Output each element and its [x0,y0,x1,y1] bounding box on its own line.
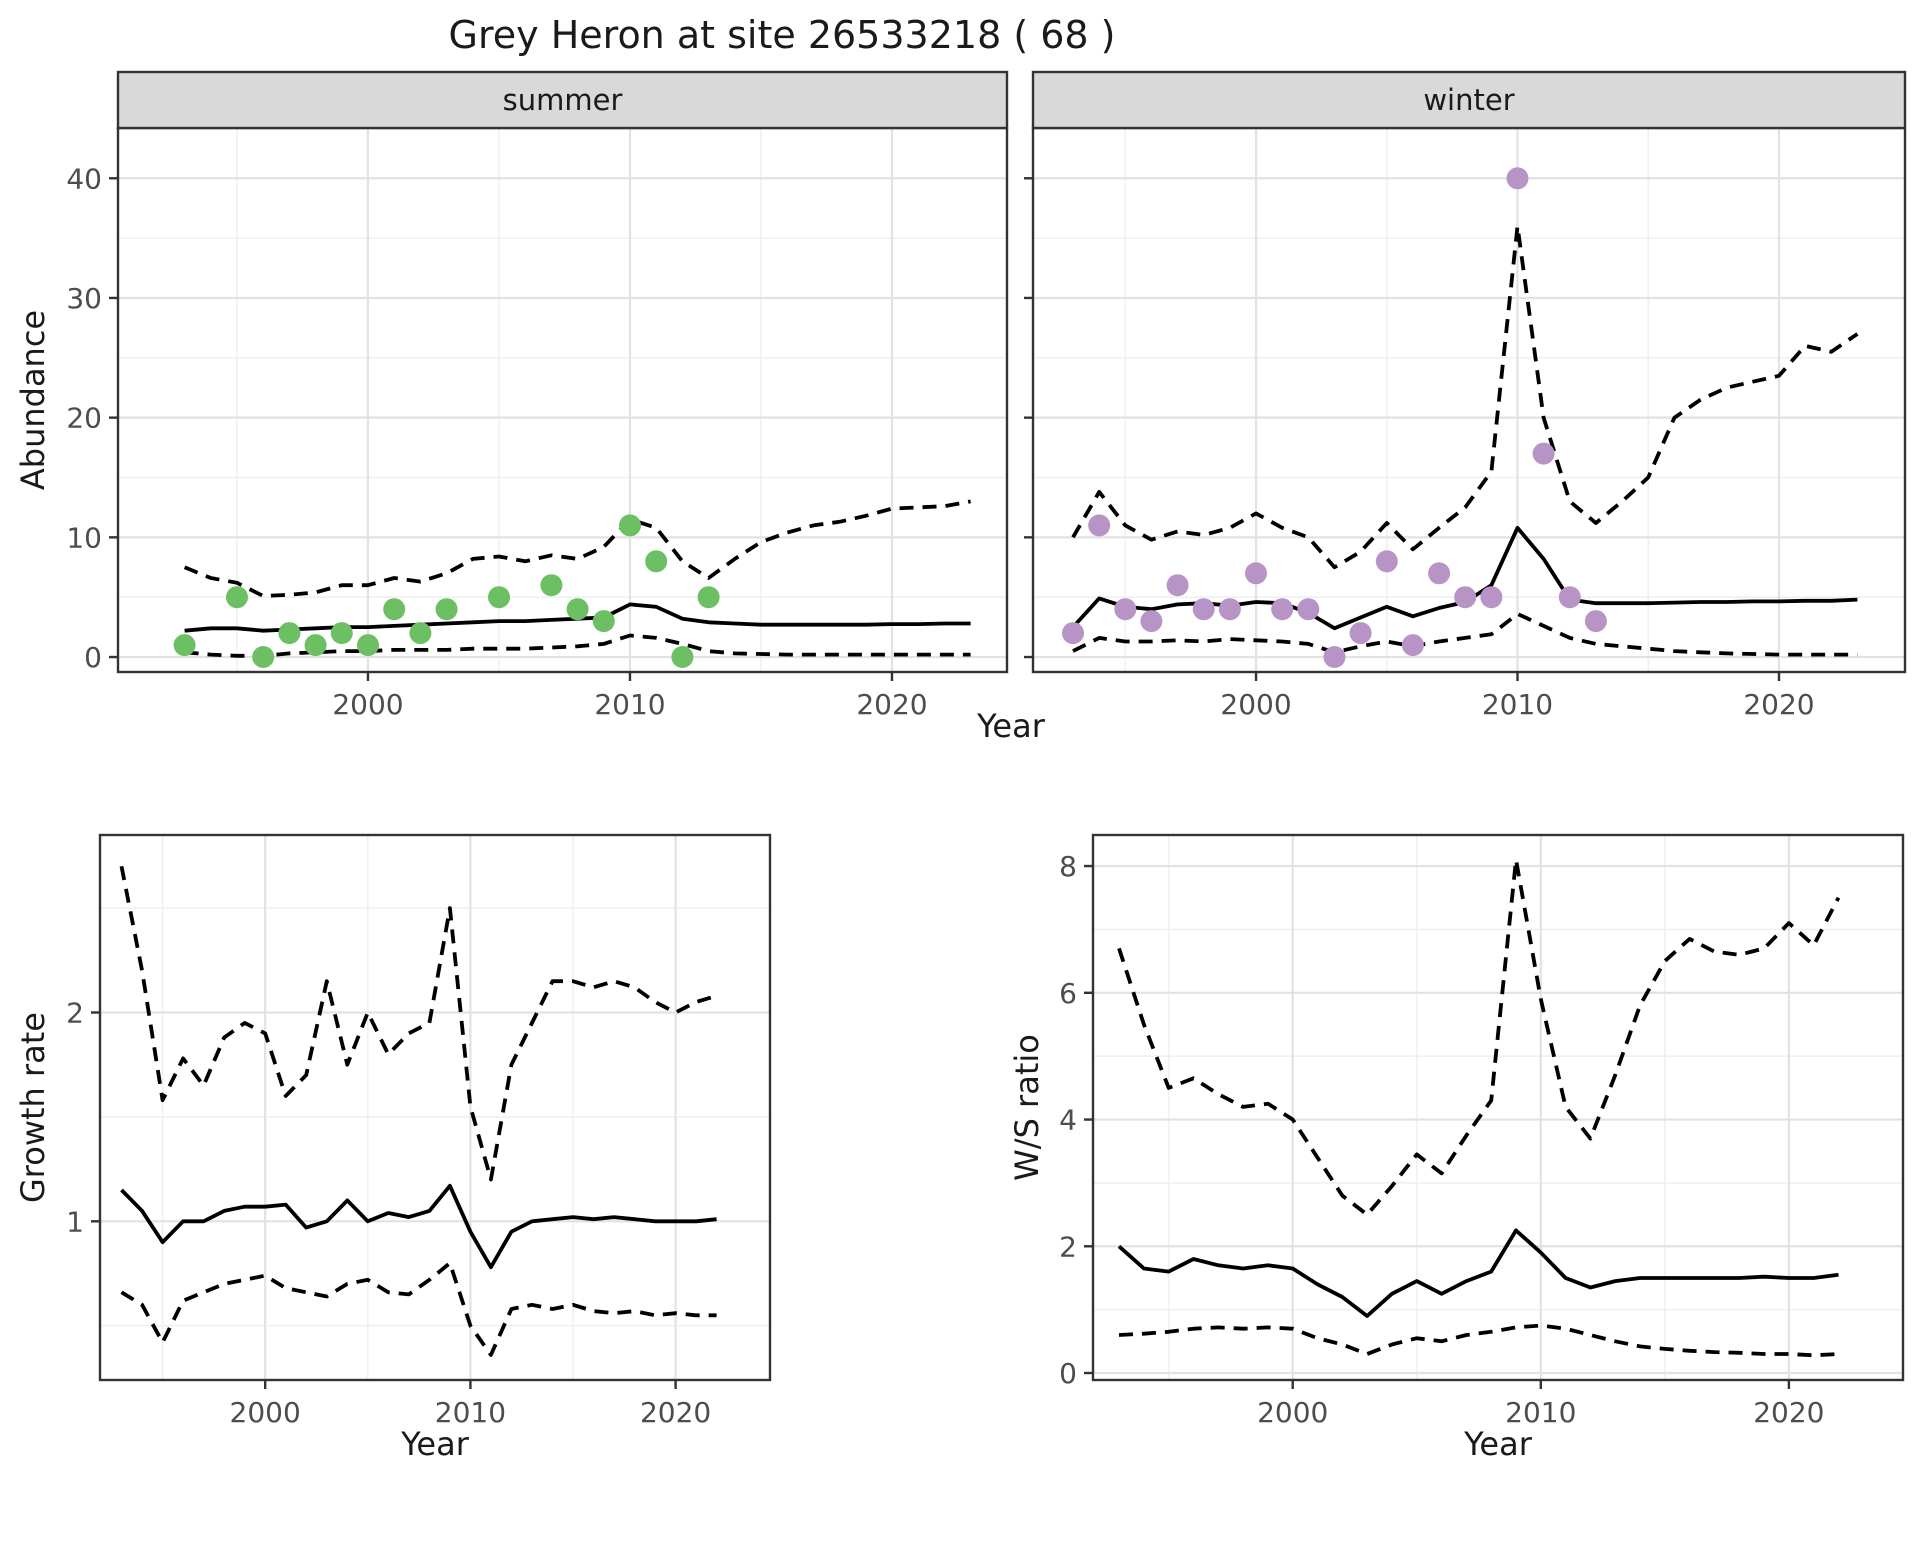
y-tick-label: 4 [1059,1104,1077,1137]
data-point [1218,598,1241,621]
data-point [1114,598,1137,621]
data-point [1271,598,1294,621]
upper-ci-line [119,865,718,1182]
upper-ci-line [1117,857,1841,1217]
data-point [278,622,301,645]
data-point [1192,598,1215,621]
x-tick-label: 2020 [856,688,927,721]
data-point [1480,586,1503,609]
strip-label: summer [503,83,623,117]
data-point [1088,514,1111,537]
lower-ci-line [120,1261,717,1357]
x-tick-label: 2010 [1505,1396,1576,1429]
panel-ws-ratio: 2000 2010 2020 0 2 4 6 8 W/S ratio Year [1008,833,1905,1463]
facet-strip [116,70,1009,130]
data-point [1140,610,1163,633]
data-point [409,622,432,645]
x-tick-label: 2000 [230,1396,301,1429]
x-tick-label: 2010 [594,688,665,721]
x-axis-title: Year [1463,1425,1533,1463]
data-point [1401,634,1424,657]
data-point [357,634,379,657]
y-tick-label: 30 [66,282,102,315]
y-tick-label: 6 [1059,977,1077,1010]
y-tick-label: 8 [1059,850,1077,883]
x-tick-label: 2000 [1257,1396,1328,1429]
data-point [645,550,668,573]
panel-background [100,835,770,1380]
fit-line [120,1183,717,1270]
data-point [592,610,615,633]
data-point [435,598,458,621]
data-point [540,574,563,597]
data-point [488,586,510,609]
x-tick-label: 2010 [1482,688,1553,721]
x-tick-label: 2010 [435,1396,506,1429]
facet-strip [1031,70,1907,130]
data-point [1166,574,1189,597]
strip-label: winter [1423,83,1514,117]
data-point [619,514,641,537]
data-point [252,646,275,668]
x-tick-label: 2000 [332,688,403,721]
y-tick-label: 0 [1059,1357,1077,1390]
data-point [1375,550,1398,573]
x-tick-label: 2020 [1753,1396,1824,1429]
data-point [1245,562,1267,585]
data-point [697,586,720,609]
y-tick-label: 10 [66,521,102,554]
data-point [330,622,353,645]
plot-title: Grey Heron at site 26533218 ( 68 ) [449,13,1116,57]
data-point [383,598,406,621]
y-axis-title: Abundance [14,310,52,490]
fit-line [1117,1228,1839,1318]
panel-border [98,833,772,1382]
data-point [1558,586,1581,609]
data-point [304,634,327,657]
panel-abundance-winter: winter 2000 2010 2020 [1024,70,1907,721]
data-point [671,646,694,668]
data-point [566,598,589,621]
data-point [1584,610,1607,633]
upper-ci-line [1071,224,1859,570]
data-point [173,634,196,657]
x-axis-title: Year [976,707,1046,745]
x-tick-label: 2020 [640,1396,711,1429]
shared-axis-labels: Year [976,707,1046,745]
panel-background [118,128,1007,672]
data-point [1349,622,1372,645]
x-tick-label: 2020 [1743,688,1814,721]
panel-growth-rate: 2000 2010 2020 1 2 Growth rate Year [14,833,772,1463]
data-point [1297,598,1320,621]
y-tick-label: 20 [66,402,102,435]
y-tick-label: 2 [1059,1230,1077,1263]
y-axis-title: W/S ratio [1008,1034,1046,1181]
data-point [226,586,248,609]
panel-border [1091,833,1905,1382]
x-tick-label: 2000 [1220,688,1291,721]
y-tick-label: 1 [66,1205,84,1238]
data-point [1323,646,1346,668]
y-tick-label: 40 [66,162,102,195]
lower-ci-line [1118,1323,1839,1358]
y-axis-title: Growth rate [14,1012,52,1203]
panel-background [1093,835,1903,1380]
data-point [1062,622,1084,645]
data-point [1506,167,1529,190]
panel-abundance-summer: summer 2000 2010 2020 0 10 20 30 40 Abundance [14,70,1009,721]
data-point [1454,586,1477,609]
lower-ci-line [1072,612,1858,657]
y-tick-label: 2 [66,996,84,1029]
data-point [1532,442,1555,465]
y-tick-label: 0 [84,641,102,674]
data-point [1428,562,1451,585]
upper-ci-line [183,499,971,598]
lower-ci-line [184,633,971,658]
x-axis-title: Year [400,1425,470,1463]
